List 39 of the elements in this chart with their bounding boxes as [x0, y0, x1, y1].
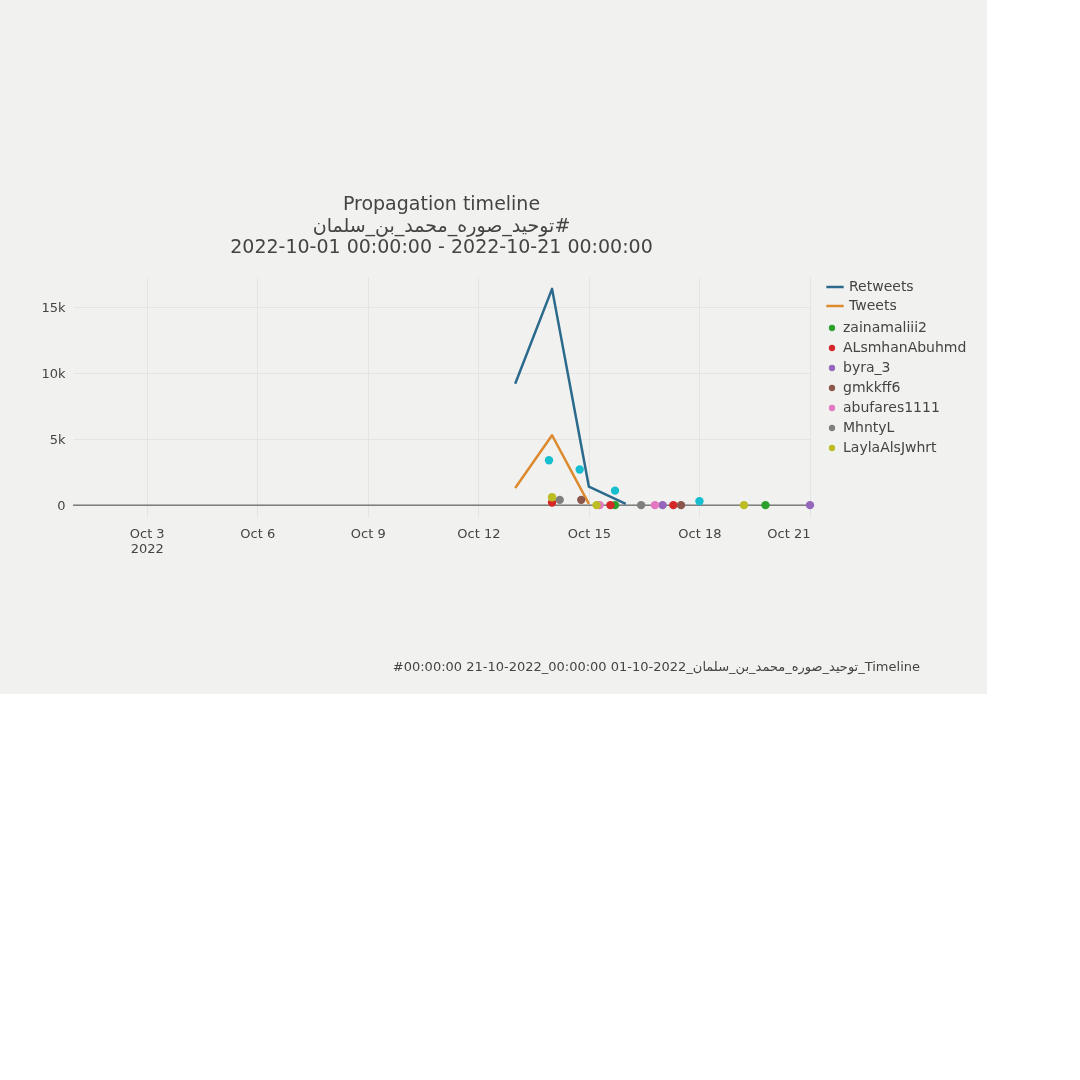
point [577, 495, 586, 505]
point [739, 500, 749, 510]
y-tick-label: 10k [41, 365, 66, 381]
x-tick-label: Oct 6 [240, 525, 276, 541]
line-series [513, 287, 627, 506]
legend-label: Tweets [848, 297, 897, 313]
point [669, 500, 678, 510]
point [555, 495, 564, 505]
legend-label: abufares1111 [843, 399, 940, 415]
legend-label: ALsmhanAbuhmd [843, 339, 967, 355]
x-tick-label: Oct 15 [567, 525, 611, 541]
legend-label: LaylaAlsJwhrt [843, 439, 938, 455]
y-tick-label: 15k [41, 299, 66, 315]
point [805, 500, 815, 510]
point [547, 493, 557, 502]
x-tick-label: Oct 21 [767, 525, 811, 541]
legend-label: gmkkff6 [843, 379, 901, 395]
x-tick-label: Oct 12 [457, 525, 501, 541]
text: #00:00:00 21-10-2022_00:00:00 01-10-2022_توحيد_صوره_محمد_بن_سلمان_Timeline [392, 659, 920, 675]
point [761, 500, 770, 510]
x-tick-label: Oct 9 [350, 525, 386, 541]
y-tick-label: 5k [49, 431, 66, 447]
point [695, 497, 704, 506]
point [636, 500, 646, 510]
x-tick-label: Oct 3 2022 [129, 525, 165, 556]
point [606, 500, 615, 510]
legend-label: MhntyL [843, 419, 895, 435]
y-tick-label: 0 [57, 497, 66, 513]
point [544, 456, 554, 465]
legend-label: zainamaliii2 [843, 319, 927, 335]
point [575, 465, 584, 474]
point [676, 500, 686, 510]
legend-label: Retweets [849, 278, 914, 294]
x-tick-label: Oct 18 [678, 525, 722, 541]
point [650, 500, 660, 510]
point [658, 500, 667, 510]
legend-label: byra_3 [843, 359, 891, 375]
point [610, 486, 620, 495]
chart-title: Propagation timeline [342, 192, 541, 214]
